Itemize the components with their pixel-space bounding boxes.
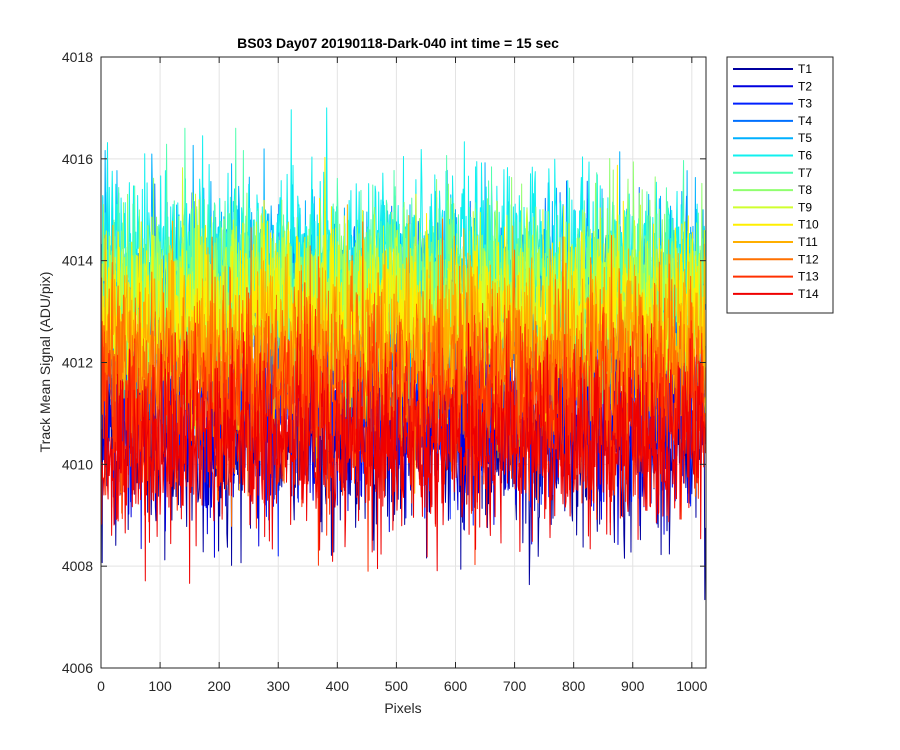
- legend-item-t6: T6: [733, 149, 812, 163]
- x-tick-label: 400: [326, 678, 350, 694]
- legend-item-t12: T12: [733, 252, 819, 266]
- legend-item-t14: T14: [733, 287, 819, 301]
- legend-label: T1: [798, 62, 812, 76]
- x-tick-label: 700: [503, 678, 527, 694]
- legend-box: [726, 56, 834, 314]
- legend: T1 T2 T3 T4 T5 T6 T7 T8 T9 T10 T11 T12 T13 T14: [726, 56, 834, 314]
- x-tick-label: 100: [148, 678, 172, 694]
- legend-label: T2: [798, 79, 812, 93]
- y-tick-label: 4018: [62, 49, 93, 65]
- legend-item-t2: T2: [733, 79, 812, 93]
- x-tick-label: 300: [267, 678, 291, 694]
- y-tick-label: 4010: [62, 456, 93, 472]
- legend-label: T9: [798, 200, 812, 214]
- legend-label: T3: [798, 97, 812, 111]
- x-tick-label: 600: [444, 678, 468, 694]
- x-tick-label: 800: [562, 678, 586, 694]
- legend-label: T10: [798, 218, 819, 232]
- legend-item-t5: T5: [733, 131, 812, 145]
- legend-item-t13: T13: [733, 270, 819, 284]
- legend-item-t4: T4: [733, 114, 812, 128]
- legend-item-t10: T10: [733, 218, 819, 232]
- y-tick-label: 4012: [62, 355, 93, 371]
- legend-item-t3: T3: [733, 97, 812, 111]
- legend-label: T13: [798, 270, 819, 284]
- x-tick-label: 900: [621, 678, 645, 694]
- legend-label: T6: [798, 149, 812, 163]
- y-tick-label: 4008: [62, 558, 93, 574]
- x-tick-label: 0: [97, 678, 105, 694]
- legend-item-t9: T9: [733, 200, 812, 214]
- legend-item-t11: T11: [733, 235, 818, 249]
- legend-label: T8: [798, 183, 812, 197]
- series-line-t12: [100, 218, 706, 527]
- legend-label: T7: [798, 166, 812, 180]
- series-line-t14: [100, 315, 706, 584]
- legend-label: T4: [798, 114, 812, 128]
- legend-item-t8: T8: [733, 183, 812, 197]
- chart-title: BS03 Day07 20190118-Dark-040 int time = …: [237, 35, 559, 51]
- legend-label: T11: [798, 235, 818, 249]
- series-lines: [100, 107, 706, 601]
- x-tick-label: 1000: [676, 678, 707, 694]
- axis-ticks: 0 100 200 300 400 500 600 700 800 900 1000 4006 4008…: [62, 49, 708, 694]
- y-tick-label: 4006: [62, 660, 93, 676]
- legend-label: T5: [798, 131, 812, 145]
- x-tick-label: 200: [207, 678, 231, 694]
- x-axis-label: Pixels: [384, 700, 421, 716]
- y-axis-label: Track Mean Signal (ADU/pix): [37, 272, 53, 453]
- y-tick-label: 4016: [62, 151, 93, 167]
- legend-item-t7: T7: [733, 166, 812, 180]
- legend-item-t1: T1: [733, 62, 812, 76]
- legend-label: T14: [798, 287, 819, 301]
- legend-label: T12: [798, 252, 819, 266]
- y-tick-label: 4014: [62, 253, 93, 269]
- x-tick-label: 500: [385, 678, 409, 694]
